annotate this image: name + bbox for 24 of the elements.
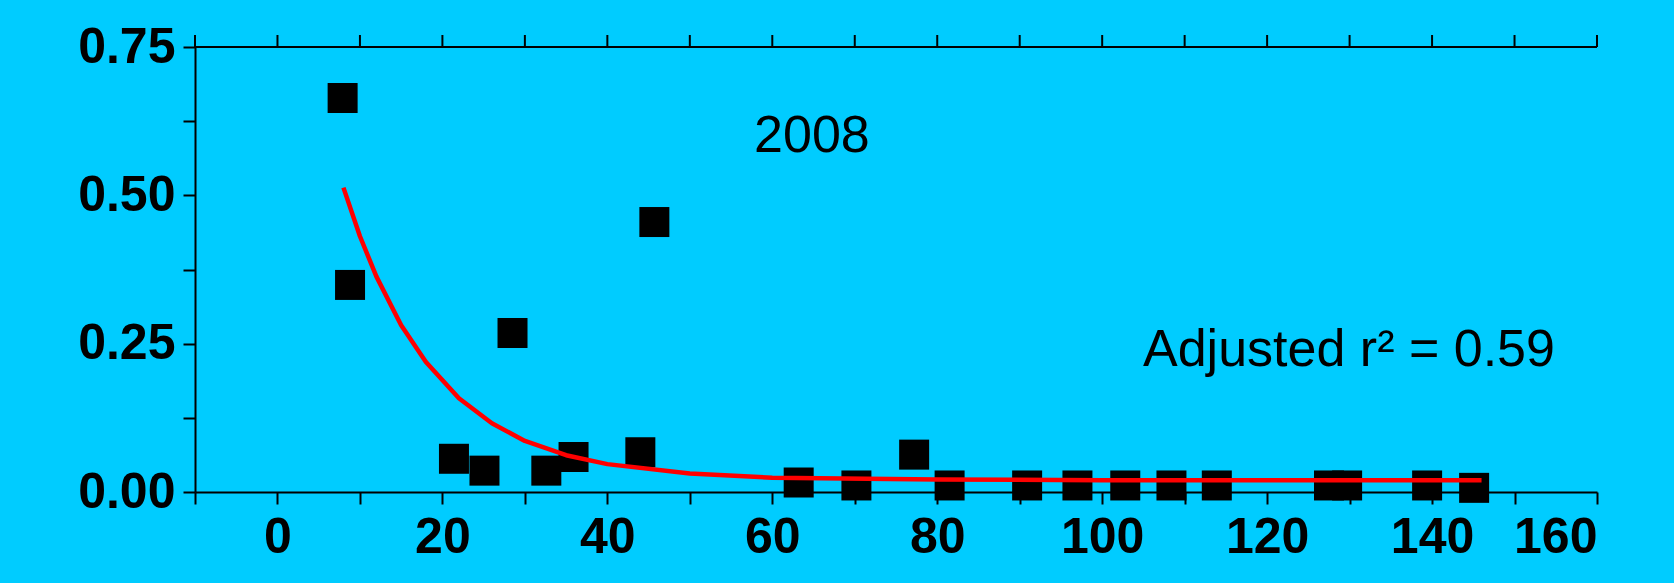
point [438,443,469,474]
annotation: Adjusted r² = 0.59 [1143,318,1555,377]
point [469,455,500,486]
point [327,83,358,114]
point [639,207,670,238]
point [497,317,528,348]
x-tick-label: 40 [580,507,636,564]
annotation: 2008 [754,105,870,163]
point [625,437,656,468]
point [531,455,562,486]
x-tick-label: 20 [415,507,471,564]
x-tick-label: 140 [1390,507,1475,564]
y-tick-label: 0.00 [78,462,176,519]
x-tick-label: 60 [744,507,801,564]
point [335,269,366,300]
x-tick-label: 0 [264,507,292,564]
y-tick-label: 0.25 [78,314,176,371]
y-tick-label: 0.50 [78,165,176,222]
x-tick-label: 160 [1514,507,1598,564]
y-tick-label: 0.75 [78,17,176,74]
point [899,439,930,470]
x-tick-label: 100 [1060,507,1145,564]
x-tick-label: 120 [1225,507,1310,564]
x-tick-label: 80 [909,507,966,564]
